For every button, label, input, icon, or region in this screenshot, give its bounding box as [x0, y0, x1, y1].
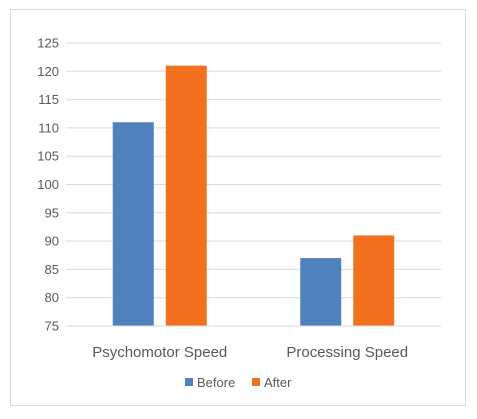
bar-before-2	[300, 258, 342, 326]
legend: Before After	[185, 375, 292, 390]
y-tick-label: 75	[45, 319, 59, 334]
legend-label-after: After	[264, 375, 292, 390]
bar-after-1	[165, 65, 207, 326]
x-axis-category-labels: Psychomotor Speed Processing Speed	[92, 344, 408, 361]
bars	[112, 65, 395, 327]
y-tick-label: 125	[37, 36, 59, 51]
bar-before-1	[112, 122, 154, 327]
bar-after-2	[353, 235, 395, 326]
chart-frame	[10, 9, 466, 406]
legend-label-before: Before	[197, 375, 235, 390]
legend-swatch-after	[252, 378, 260, 386]
y-tick-label: 90	[45, 234, 59, 249]
y-tick-label: 115	[38, 92, 59, 107]
y-tick-label: 120	[37, 64, 59, 79]
legend-swatch-before	[185, 378, 193, 386]
x-category-label: Psychomotor Speed	[92, 344, 227, 361]
y-tick-label: 95	[45, 205, 59, 220]
y-tick-label: 80	[45, 290, 59, 305]
y-tick-label: 110	[38, 120, 59, 135]
y-tick-label: 100	[37, 177, 59, 192]
x-category-label: Processing Speed	[286, 344, 408, 361]
y-axis-tick-labels: 75 80 85 90 95 100 105 110 115 120 125	[37, 36, 59, 334]
y-tick-label: 85	[45, 262, 59, 277]
y-tick-label: 105	[37, 149, 59, 164]
